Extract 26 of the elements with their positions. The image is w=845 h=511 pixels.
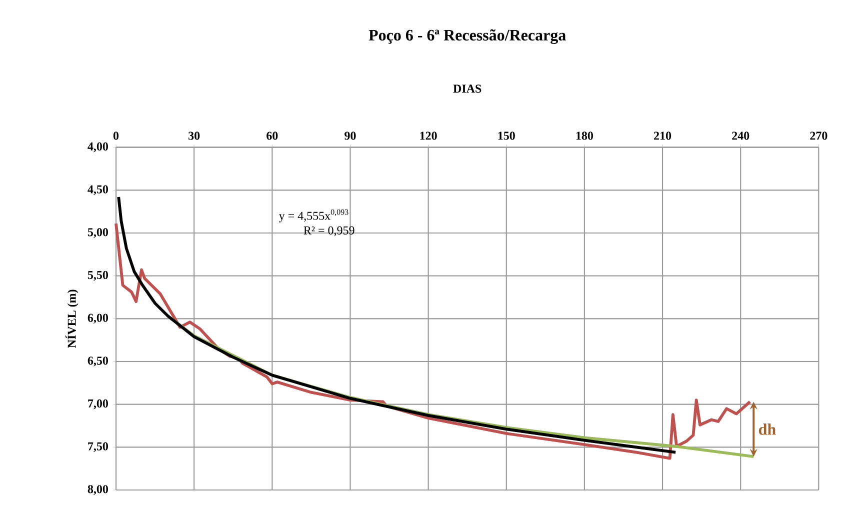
y-tick-label: 6,00 (88, 314, 108, 324)
x-tick-label: 150 (498, 132, 515, 140)
y-tick-label: 7,00 (88, 399, 108, 410)
x-axis-title: DIAS (453, 84, 482, 93)
y-tick-label: 5,00 (88, 228, 108, 238)
x-tick-label: 240 (732, 132, 750, 140)
annotation: y = 4,555x$^{0,093}$ (278, 209, 348, 222)
line-series (117, 196, 678, 454)
x-tick-label: 270 (810, 132, 828, 140)
y-tick-label: 8,00 (88, 485, 108, 495)
x-tick-label: 180 (576, 132, 593, 140)
annotation: dh (758, 424, 776, 435)
x-tick-label: 210 (654, 132, 672, 140)
x-tick-label: 90 (344, 132, 356, 140)
x-tick-label: 0 (113, 132, 119, 140)
y-tick-label: 5,50 (88, 270, 108, 281)
x-tick-label: 120 (420, 132, 437, 140)
y-tick-label: 7,50 (88, 442, 108, 452)
y-tick-label: 4,00 (88, 142, 108, 152)
chart-title: Poço 6 - 6ª Recessão/Recarga (368, 29, 566, 44)
y-tick-label: 4,50 (88, 185, 108, 196)
x-tick-label: 60 (266, 132, 278, 140)
annotation: R² = 0,959 (304, 226, 354, 236)
y-tick-label: 6,50 (88, 356, 108, 366)
x-tick-label: 30 (188, 132, 200, 140)
y-axis-title: NÍVEL (m) (65, 290, 78, 348)
